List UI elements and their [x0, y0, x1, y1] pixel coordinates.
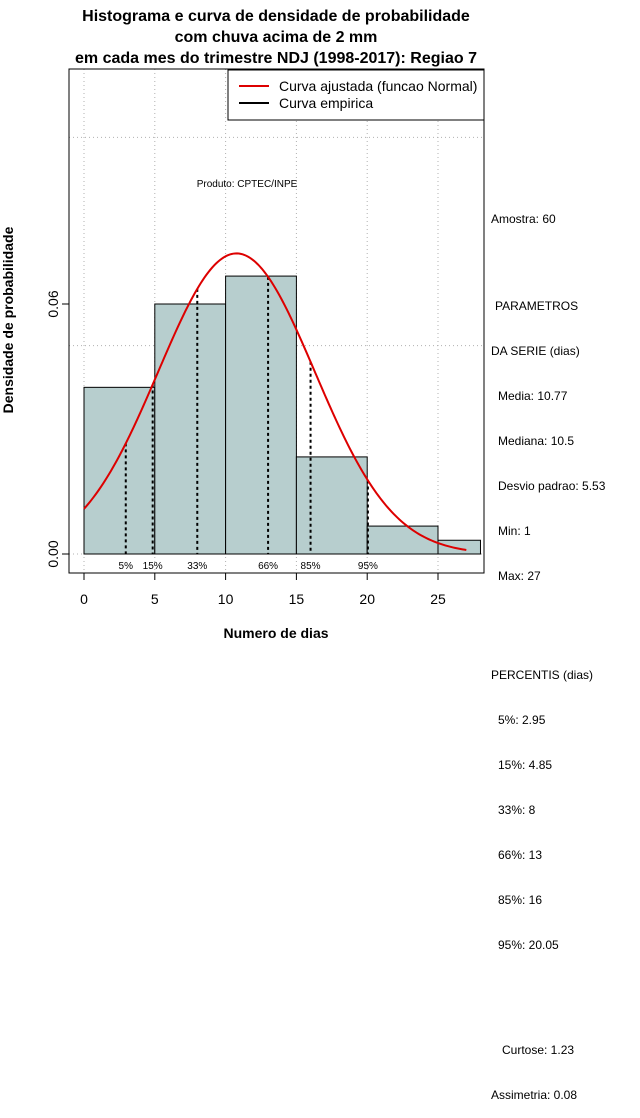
percentiles-title: PERCENTIS (dias) [491, 668, 594, 682]
chart-title-line: com chuva acima de 2 mm [175, 29, 378, 46]
histogram-bars [83, 275, 481, 555]
y-tick-label: 0.06 [45, 290, 61, 317]
skewness-value: Assimetria: 0.08 [491, 1088, 578, 1102]
params-title-1: PARAMETROS [495, 299, 579, 313]
median-value: Mediana: 10.5 [498, 434, 575, 448]
stats-panel: Amostra: 60 PARAMETROS DA SERIE (dias) M… [491, 182, 605, 1118]
sample-size: Amostra: 60 [491, 212, 556, 226]
mean-value: Media: 10.77 [498, 389, 568, 403]
p66-value: 66%: 13 [498, 848, 543, 862]
x-tick-label: 15 [289, 591, 305, 607]
std-value: Desvio padrao: 5.53 [498, 479, 606, 493]
percentile-label: 66% [258, 561, 278, 572]
p15-value: 15%: 4.85 [498, 758, 553, 772]
p5-value: 5%: 2.95 [498, 713, 546, 727]
histogram-bar [437, 539, 481, 555]
p85-value: 85%: 16 [498, 893, 543, 907]
x-tick-label: 0 [80, 591, 88, 607]
percentile-label: 5% [119, 561, 134, 572]
legend-label: Curva ajustada (funcao Normal) [279, 78, 477, 94]
histogram-bar [154, 303, 227, 555]
percentile-label: 85% [301, 561, 321, 572]
kurtosis-value: Curtose: 1.23 [502, 1043, 575, 1057]
percentile-label: 15% [143, 561, 163, 572]
chart-title-line: em cada mes do trimestre NDJ (1998-2017)… [75, 50, 477, 67]
histogram-bar [366, 525, 439, 555]
plot-frame [68, 68, 485, 574]
percentile-label: 95% [358, 561, 378, 572]
p95-value: 95%: 20.05 [498, 938, 559, 952]
x-tick-label: 5 [151, 591, 159, 607]
titles: Histograma e curva de densidade de proba… [75, 8, 477, 67]
chart-title-line: Histograma e curva de densidade de proba… [82, 8, 470, 25]
y-axis-label: Densidade de probabilidade [0, 226, 16, 413]
x-tick-label: 10 [218, 591, 234, 607]
legend: Curva ajustada (funcao Normal)Curva empi… [227, 69, 485, 121]
histogram-chart: 5% 15% 33% 66% 85% 95% 0 5 10 15 20 25 0.00 0.06 Nume… [0, 8, 485, 641]
product-annotation: Produto: CPTEC/INPE [197, 179, 298, 190]
legend-box [227, 69, 485, 121]
axes: 0 5 10 15 20 25 0.00 0.06 Numero de dias Densidad… [0, 68, 485, 641]
max-value: Max: 27 [498, 569, 541, 583]
params-title-2: DA SERIE (dias) [491, 344, 580, 358]
x-axis-label: Numero de dias [223, 625, 328, 641]
percentile-lines: 5% 15% 33% 66% 85% 95% [119, 276, 378, 572]
percentile-label: 33% [187, 561, 207, 572]
normal-curve-group [83, 252, 467, 551]
legend-label: Curva empirica [279, 95, 373, 111]
histogram-bar [295, 456, 368, 555]
min-value: Min: 1 [498, 524, 531, 538]
normal-curve [83, 252, 467, 551]
y-tick-label: 0.00 [45, 540, 61, 567]
x-tick-label: 20 [359, 591, 375, 607]
histogram-bar [225, 275, 297, 555]
x-tick-label: 25 [430, 591, 446, 607]
p33-value: 33%: 8 [498, 803, 536, 817]
histogram-bar [83, 386, 156, 555]
